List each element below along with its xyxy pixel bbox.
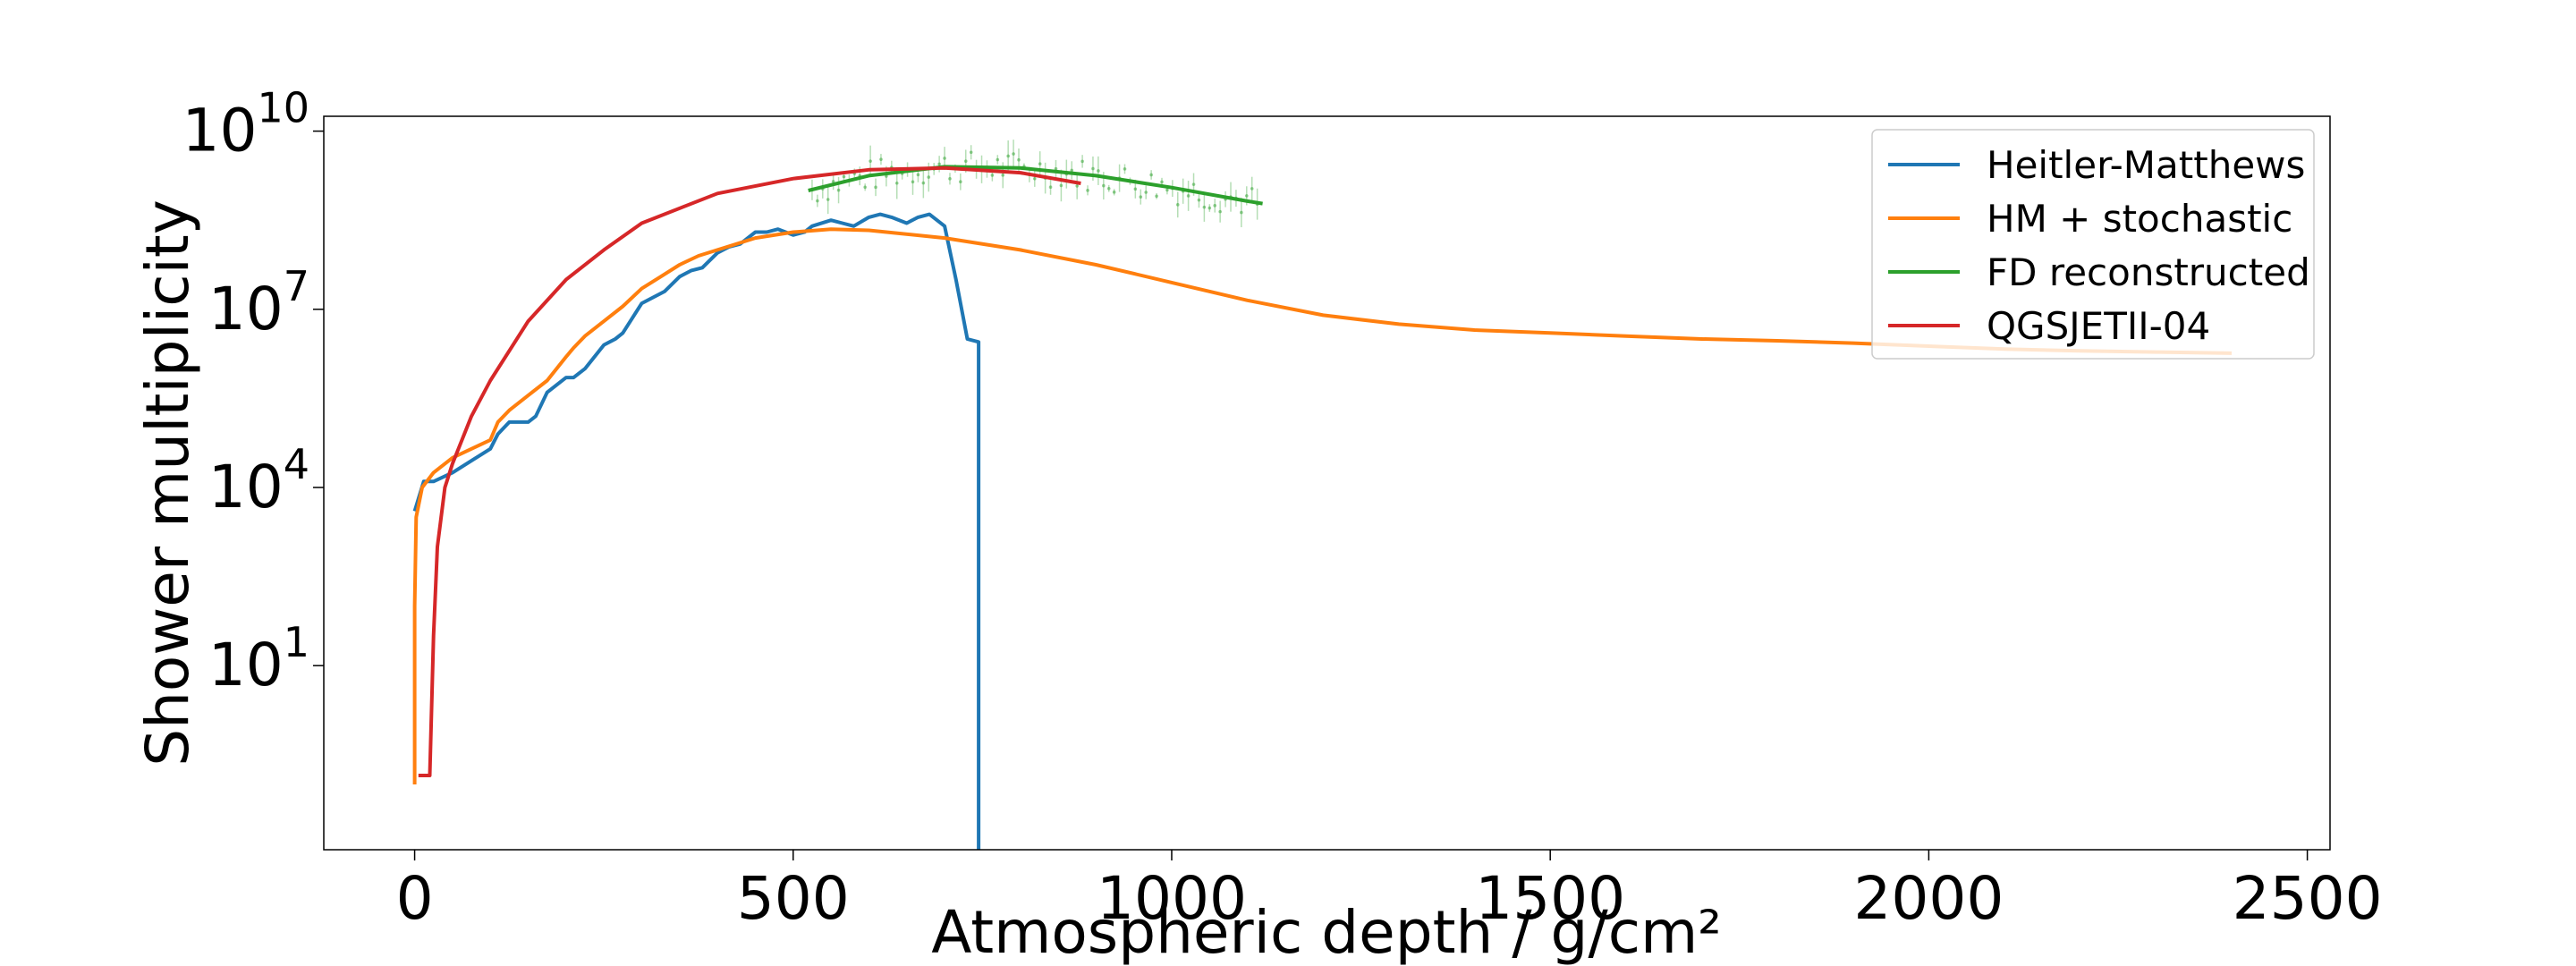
- fd-data-point: [826, 198, 830, 201]
- fd-data-point: [1191, 182, 1196, 186]
- fd-data-point: [863, 185, 867, 190]
- fd-data-point: [842, 174, 846, 179]
- legend-box: [1871, 129, 2315, 360]
- fd-data-point: [1070, 168, 1074, 173]
- fd-data-point: [963, 159, 968, 164]
- legend-label: Heitler-Matthews: [1987, 143, 2305, 187]
- x-tick-label: 2000: [1853, 864, 2004, 933]
- fd-data-point: [1175, 203, 1180, 207]
- fd-data-point: [1086, 189, 1089, 192]
- y-tick-exponent: 10: [257, 84, 309, 132]
- fd-data-point: [1102, 183, 1106, 188]
- series-line-0: [412, 212, 981, 850]
- y-tick-exponent: 4: [284, 440, 309, 488]
- y-tick-base: 10: [182, 97, 257, 165]
- fd-data-point: [879, 157, 883, 161]
- fd-data-point: [1139, 195, 1143, 199]
- fd-data-point: [1001, 174, 1005, 177]
- fd-data-point: [1032, 177, 1037, 181]
- fd-data-point: [1075, 184, 1079, 188]
- y-tick-base: 10: [208, 275, 284, 343]
- y-tick-label: 104: [208, 440, 309, 521]
- y-axis-label: Shower multiplicity: [133, 199, 202, 767]
- legend-label: QGSJETII-04: [1987, 304, 2210, 348]
- x-axis: 0 500 1000 1500 2000 2500: [396, 850, 2383, 933]
- fd-data-point: [1012, 152, 1015, 156]
- fd-data-point: [1186, 194, 1191, 198]
- fd-data-point: [1133, 187, 1138, 191]
- fd-data-point: [869, 159, 872, 163]
- fd-data-point: [1123, 167, 1127, 171]
- fd-data-point: [927, 175, 931, 179]
- fd-data-point: [1160, 180, 1164, 184]
- series-line-2: [808, 165, 1263, 206]
- fd-data-point: [1244, 194, 1249, 198]
- fd-data-point: [1250, 187, 1254, 191]
- fd-data-point: [1165, 188, 1169, 192]
- fd-data-point: [911, 180, 915, 184]
- fd-data-point: [1202, 205, 1207, 209]
- fd-data-point: [816, 199, 819, 203]
- legend: Heitler-Matthews HM + stochastic FD recons…: [1871, 129, 2315, 360]
- x-tick-label: 0: [396, 864, 434, 933]
- fd-data-point: [996, 157, 1000, 162]
- fd-data-point: [921, 181, 926, 185]
- fd-data-point: [1240, 210, 1243, 215]
- y-tick-exponent: 7: [284, 262, 309, 310]
- fd-data-point: [1091, 166, 1095, 171]
- fd-data-point: [1006, 154, 1010, 158]
- fd-data-point: [894, 181, 899, 185]
- plot-frame: [323, 115, 2331, 851]
- fd-data-point: [1197, 198, 1201, 202]
- fd-data-point: [1059, 183, 1063, 188]
- series-line-1: [412, 227, 2233, 784]
- fd-data-point: [937, 162, 941, 166]
- y-tick-label: 107: [208, 262, 309, 343]
- series-line-3: [418, 165, 1081, 777]
- fd-data-point: [836, 188, 841, 192]
- x-axis-label: Atmospheric depth / g/cm²: [931, 898, 1721, 966]
- legend-label: FD reconstructed: [1987, 250, 2310, 294]
- fd-data-point: [1149, 173, 1153, 177]
- y-tick-label: 1010: [182, 84, 309, 165]
- x-tick-label: 1500: [1475, 864, 1625, 933]
- fd-data-point: [1213, 204, 1217, 208]
- fd-data-point: [959, 180, 962, 184]
- fd-data-point: [1054, 166, 1058, 171]
- fd-data-point: [1080, 159, 1084, 164]
- y-tick-base: 10: [208, 631, 284, 699]
- fd-data-point: [1106, 186, 1111, 191]
- fd-data-point: [948, 177, 952, 181]
- fd-data-point: [1038, 162, 1042, 166]
- fd-data-point: [1112, 191, 1116, 194]
- y-tick-base: 10: [208, 453, 284, 521]
- fd-data-point: [1155, 194, 1158, 199]
- x-tick-label: 500: [737, 864, 850, 933]
- fd-data-point: [1208, 206, 1212, 210]
- fd-data-point: [1144, 191, 1148, 194]
- legend-label: HM + stochastic: [1987, 197, 2292, 241]
- x-tick-label: 1000: [1097, 864, 1247, 933]
- fd-data-point: [831, 180, 835, 183]
- x-tick-label: 2500: [2233, 864, 2383, 933]
- fd-data-point: [969, 150, 973, 155]
- fd-data-point: [916, 173, 920, 177]
- series-layer: [412, 165, 2233, 850]
- y-tick-label: 101: [208, 618, 309, 699]
- fd-data-point: [1048, 185, 1053, 190]
- fd-data-point: [990, 174, 995, 177]
- y-tick-exponent: 1: [284, 618, 309, 666]
- fd-data-point: [943, 157, 946, 160]
- fd-data-point: [1017, 157, 1021, 162]
- fd-data-point: [1097, 169, 1100, 173]
- fd-data-point: [1218, 209, 1222, 214]
- fd-data-point: [874, 185, 877, 190]
